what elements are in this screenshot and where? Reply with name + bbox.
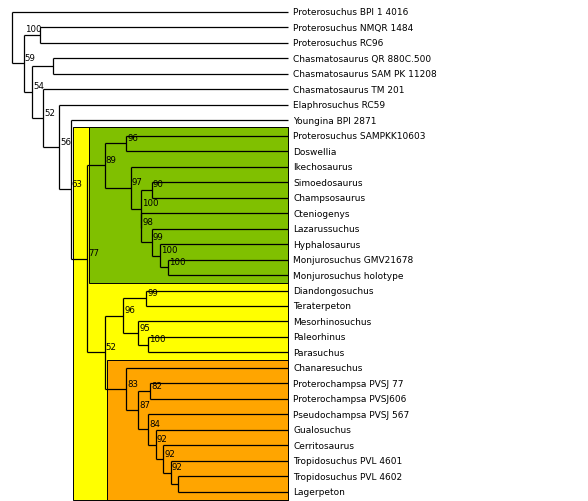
Text: Proterochampsa PVSJ606: Proterochampsa PVSJ606 [293,395,407,404]
Text: Cteniogenys: Cteniogenys [293,209,350,218]
Text: Tropidosuchus PVL 4602: Tropidosuchus PVL 4602 [293,472,403,481]
Text: 54: 54 [34,82,45,91]
Text: Pseudochampsa PVSJ 567: Pseudochampsa PVSJ 567 [293,410,410,419]
Text: Proterochampsa PVSJ 77: Proterochampsa PVSJ 77 [293,379,404,388]
Bar [107,360,288,500]
Text: 97: 97 [132,178,142,187]
Text: 77: 77 [88,249,99,258]
Text: Chasmatosaurus QR 880C.500: Chasmatosaurus QR 880C.500 [293,55,432,64]
Text: Cerritosaurus: Cerritosaurus [293,441,355,450]
Text: Tropidosuchus PVL 4601: Tropidosuchus PVL 4601 [293,456,403,465]
Text: 56: 56 [60,137,71,146]
Text: Lazarussuchus: Lazarussuchus [293,224,360,233]
Bar [89,128,288,284]
Text: 95: 95 [139,323,150,332]
Text: Gualosuchus: Gualosuchus [293,426,351,434]
Text: Ikechosaurus: Ikechosaurus [293,163,353,172]
Text: 82: 82 [151,381,162,390]
Text: 52: 52 [44,108,55,117]
Text: 59: 59 [25,54,35,63]
Text: 83: 83 [128,379,139,388]
Text: 52: 52 [106,342,117,351]
Text: 92: 92 [157,434,168,443]
Text: 96: 96 [125,306,135,315]
Text: Parasuchus: Parasuchus [293,348,345,357]
Text: 89: 89 [106,156,116,165]
Text: Proterosuchus SAMPKK10603: Proterosuchus SAMPKK10603 [293,132,426,141]
Text: 90: 90 [153,180,163,189]
Text: Chasmatosaurus SAM PK 11208: Chasmatosaurus SAM PK 11208 [293,70,437,79]
Text: 92: 92 [172,462,182,471]
Text: Proterosuchus RC96: Proterosuchus RC96 [293,39,384,48]
Text: 100: 100 [169,257,185,266]
Text: 98: 98 [142,217,153,226]
Text: Mesorhinosuchus: Mesorhinosuchus [293,317,372,326]
Text: Proterosuchus NMQR 1484: Proterosuchus NMQR 1484 [293,24,414,33]
Text: 100: 100 [149,335,166,344]
Text: Proterosuchus BPI 1 4016: Proterosuchus BPI 1 4016 [293,8,409,17]
Text: 100: 100 [142,199,159,208]
Text: Doswellia: Doswellia [293,147,337,156]
Text: Chasmatosaurus TM 201: Chasmatosaurus TM 201 [293,85,405,94]
Text: 87: 87 [139,400,151,409]
Text: Teraterpeton: Teraterpeton [293,302,352,311]
Text: Monjurosuchus holotype: Monjurosuchus holotype [293,271,404,280]
Text: 99: 99 [153,232,163,241]
Text: 100: 100 [161,245,178,255]
Text: 99: 99 [147,288,158,297]
Text: Chanaresuchus: Chanaresuchus [293,364,363,373]
Text: Elaphrosuchus RC59: Elaphrosuchus RC59 [293,101,386,110]
Text: Diandongosuchus: Diandongosuchus [293,287,374,296]
Bar [73,128,288,500]
Text: Youngina BPI 2871: Youngina BPI 2871 [293,116,377,125]
Text: 84: 84 [149,419,161,428]
Text: 100: 100 [25,25,41,34]
Text: 63: 63 [72,180,83,188]
Text: Paleorhinus: Paleorhinus [293,333,346,342]
Text: Hyphalosaurus: Hyphalosaurus [293,240,360,249]
Text: Lagerpeton: Lagerpeton [293,487,345,496]
Text: 92: 92 [165,448,175,457]
Text: Monjurosuchus GMV21678: Monjurosuchus GMV21678 [293,256,414,265]
Text: Champsosaurus: Champsosaurus [293,193,366,202]
Text: 96: 96 [128,133,138,142]
Text: Simoedosaurus: Simoedosaurus [293,178,363,187]
